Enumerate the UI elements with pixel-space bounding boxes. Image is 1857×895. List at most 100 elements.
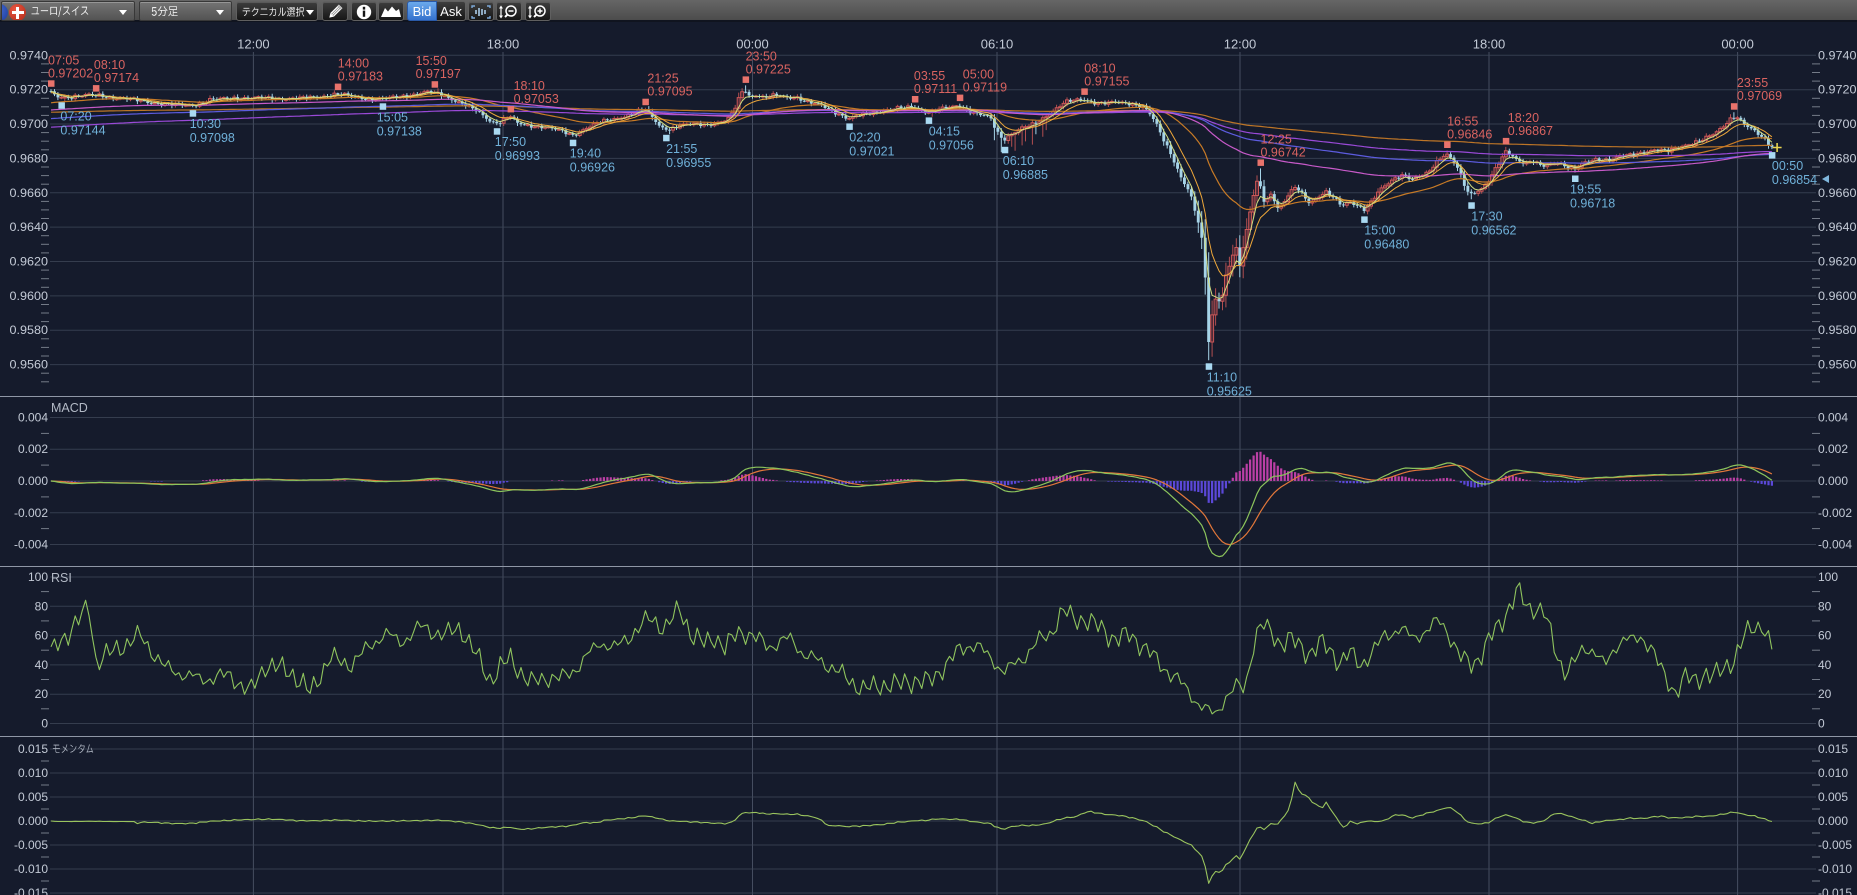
svg-text:0.96926: 0.96926 <box>570 161 615 175</box>
svg-text:0.9620: 0.9620 <box>1818 255 1857 269</box>
svg-text:80: 80 <box>35 599 49 613</box>
svg-text:-0.002: -0.002 <box>14 506 48 520</box>
svg-text:0.015: 0.015 <box>18 742 48 756</box>
svg-text:03:55: 03:55 <box>914 69 945 83</box>
svg-text:0.96562: 0.96562 <box>1471 223 1516 237</box>
svg-text:14:00: 14:00 <box>338 57 369 71</box>
svg-text:00:00: 00:00 <box>1721 37 1754 52</box>
svg-text:0.97138: 0.97138 <box>377 124 422 138</box>
svg-text:12:00: 12:00 <box>237 37 270 52</box>
svg-text:-0.004: -0.004 <box>1818 538 1852 552</box>
svg-text:06:10: 06:10 <box>981 37 1014 52</box>
svg-text:21:25: 21:25 <box>647 72 678 86</box>
svg-text:60: 60 <box>35 629 49 643</box>
svg-text:0.97056: 0.97056 <box>929 138 974 152</box>
svg-text:0: 0 <box>41 717 48 731</box>
svg-text:MACD: MACD <box>51 401 88 415</box>
svg-text:12:00: 12:00 <box>1224 37 1257 52</box>
svg-text:-0.010: -0.010 <box>1818 862 1852 876</box>
svg-text:0.9660: 0.9660 <box>1818 186 1857 200</box>
svg-text:0.005: 0.005 <box>1818 790 1848 804</box>
svg-text:07:20: 07:20 <box>60 109 91 123</box>
svg-text:23:50: 23:50 <box>746 49 777 63</box>
svg-text:0.97119: 0.97119 <box>963 81 1007 95</box>
svg-text:0.97225: 0.97225 <box>746 62 791 76</box>
svg-text:0.002: 0.002 <box>1818 442 1848 456</box>
svg-text:19:55: 19:55 <box>1570 183 1601 197</box>
svg-text:0.010: 0.010 <box>18 766 48 780</box>
svg-text:0.000: 0.000 <box>18 474 48 488</box>
svg-text:0.9720: 0.9720 <box>10 83 49 97</box>
svg-text:00:00: 00:00 <box>736 37 769 52</box>
svg-text:0.97155: 0.97155 <box>1084 74 1129 88</box>
svg-text:18:00: 18:00 <box>487 37 520 52</box>
svg-text:18:10: 18:10 <box>514 79 545 93</box>
svg-text:02:20: 02:20 <box>849 130 880 144</box>
svg-text:80: 80 <box>1818 599 1832 613</box>
svg-text:0.9720: 0.9720 <box>1818 83 1857 97</box>
svg-text:0.96846: 0.96846 <box>1447 128 1492 142</box>
svg-text:0.97202: 0.97202 <box>48 66 93 80</box>
svg-text:06:10: 06:10 <box>1003 154 1034 168</box>
svg-text:0.95625: 0.95625 <box>1207 384 1252 398</box>
svg-text:18:20: 18:20 <box>1508 111 1539 125</box>
svg-text:0.9640: 0.9640 <box>1818 220 1857 234</box>
svg-text:16:55: 16:55 <box>1447 115 1478 129</box>
svg-text:11:10: 11:10 <box>1207 370 1237 384</box>
svg-text:0.96718: 0.96718 <box>1570 197 1615 211</box>
svg-text:0.97197: 0.97197 <box>416 67 461 81</box>
svg-text:0.9680: 0.9680 <box>10 151 49 165</box>
svg-text:0.015: 0.015 <box>1818 742 1848 756</box>
svg-text:-0.004: -0.004 <box>14 538 48 552</box>
svg-text:0.9600: 0.9600 <box>10 289 49 303</box>
svg-text:-0.005: -0.005 <box>14 838 48 852</box>
svg-text:0.010: 0.010 <box>1818 766 1848 780</box>
svg-text:0.9740: 0.9740 <box>1818 48 1857 62</box>
svg-text:0.96955: 0.96955 <box>666 156 711 170</box>
svg-text:0.9580: 0.9580 <box>10 323 49 337</box>
svg-text:0.005: 0.005 <box>18 790 48 804</box>
svg-text:0.97183: 0.97183 <box>338 70 383 84</box>
svg-text:05:00: 05:00 <box>963 68 994 82</box>
svg-text:0.97021: 0.97021 <box>849 144 894 158</box>
svg-text:15:05: 15:05 <box>377 110 408 124</box>
svg-text:0.9620: 0.9620 <box>10 255 49 269</box>
svg-text:10:30: 10:30 <box>190 117 221 131</box>
svg-text:0.9740: 0.9740 <box>10 48 49 62</box>
svg-text:RSI: RSI <box>51 571 72 585</box>
svg-text:0.9700: 0.9700 <box>10 117 49 131</box>
svg-text:40: 40 <box>35 658 49 672</box>
svg-text:0.96854: 0.96854 <box>1772 173 1817 187</box>
svg-text:12:25: 12:25 <box>1261 132 1292 146</box>
svg-text:0.9700: 0.9700 <box>1818 117 1857 131</box>
svg-text:0: 0 <box>1818 717 1825 731</box>
svg-text:0.9640: 0.9640 <box>10 220 49 234</box>
svg-text:-0.015: -0.015 <box>1818 886 1852 895</box>
svg-text:0.96867: 0.96867 <box>1508 124 1553 138</box>
svg-text:20: 20 <box>1818 687 1832 701</box>
svg-text:19:40: 19:40 <box>570 147 601 161</box>
svg-text:0.9680: 0.9680 <box>1818 151 1857 165</box>
svg-text:21:55: 21:55 <box>666 142 697 156</box>
svg-text:04:15: 04:15 <box>929 124 960 138</box>
svg-text:0.96993: 0.96993 <box>495 149 540 163</box>
svg-text:0.9560: 0.9560 <box>10 358 49 372</box>
svg-text:-0.002: -0.002 <box>1818 506 1852 520</box>
svg-text:0.97111: 0.97111 <box>914 82 957 96</box>
svg-text:100: 100 <box>28 570 48 584</box>
svg-text:0.96742: 0.96742 <box>1261 145 1306 159</box>
svg-text:0.000: 0.000 <box>1818 474 1848 488</box>
svg-text:07:05: 07:05 <box>48 53 79 67</box>
svg-text:0.9560: 0.9560 <box>1818 358 1857 372</box>
svg-text:0.97095: 0.97095 <box>647 85 692 99</box>
svg-text:0.97069: 0.97069 <box>1737 89 1782 103</box>
svg-text:0.000: 0.000 <box>1818 814 1848 828</box>
svg-text:0.97144: 0.97144 <box>60 123 105 137</box>
svg-text:-0.010: -0.010 <box>14 862 48 876</box>
svg-text:0.97053: 0.97053 <box>514 92 559 106</box>
svg-text:0.96480: 0.96480 <box>1364 237 1409 251</box>
svg-text:08:10: 08:10 <box>94 58 125 72</box>
svg-text:17:50: 17:50 <box>495 135 526 149</box>
svg-text:0.000: 0.000 <box>18 814 48 828</box>
svg-text:60: 60 <box>1818 629 1832 643</box>
